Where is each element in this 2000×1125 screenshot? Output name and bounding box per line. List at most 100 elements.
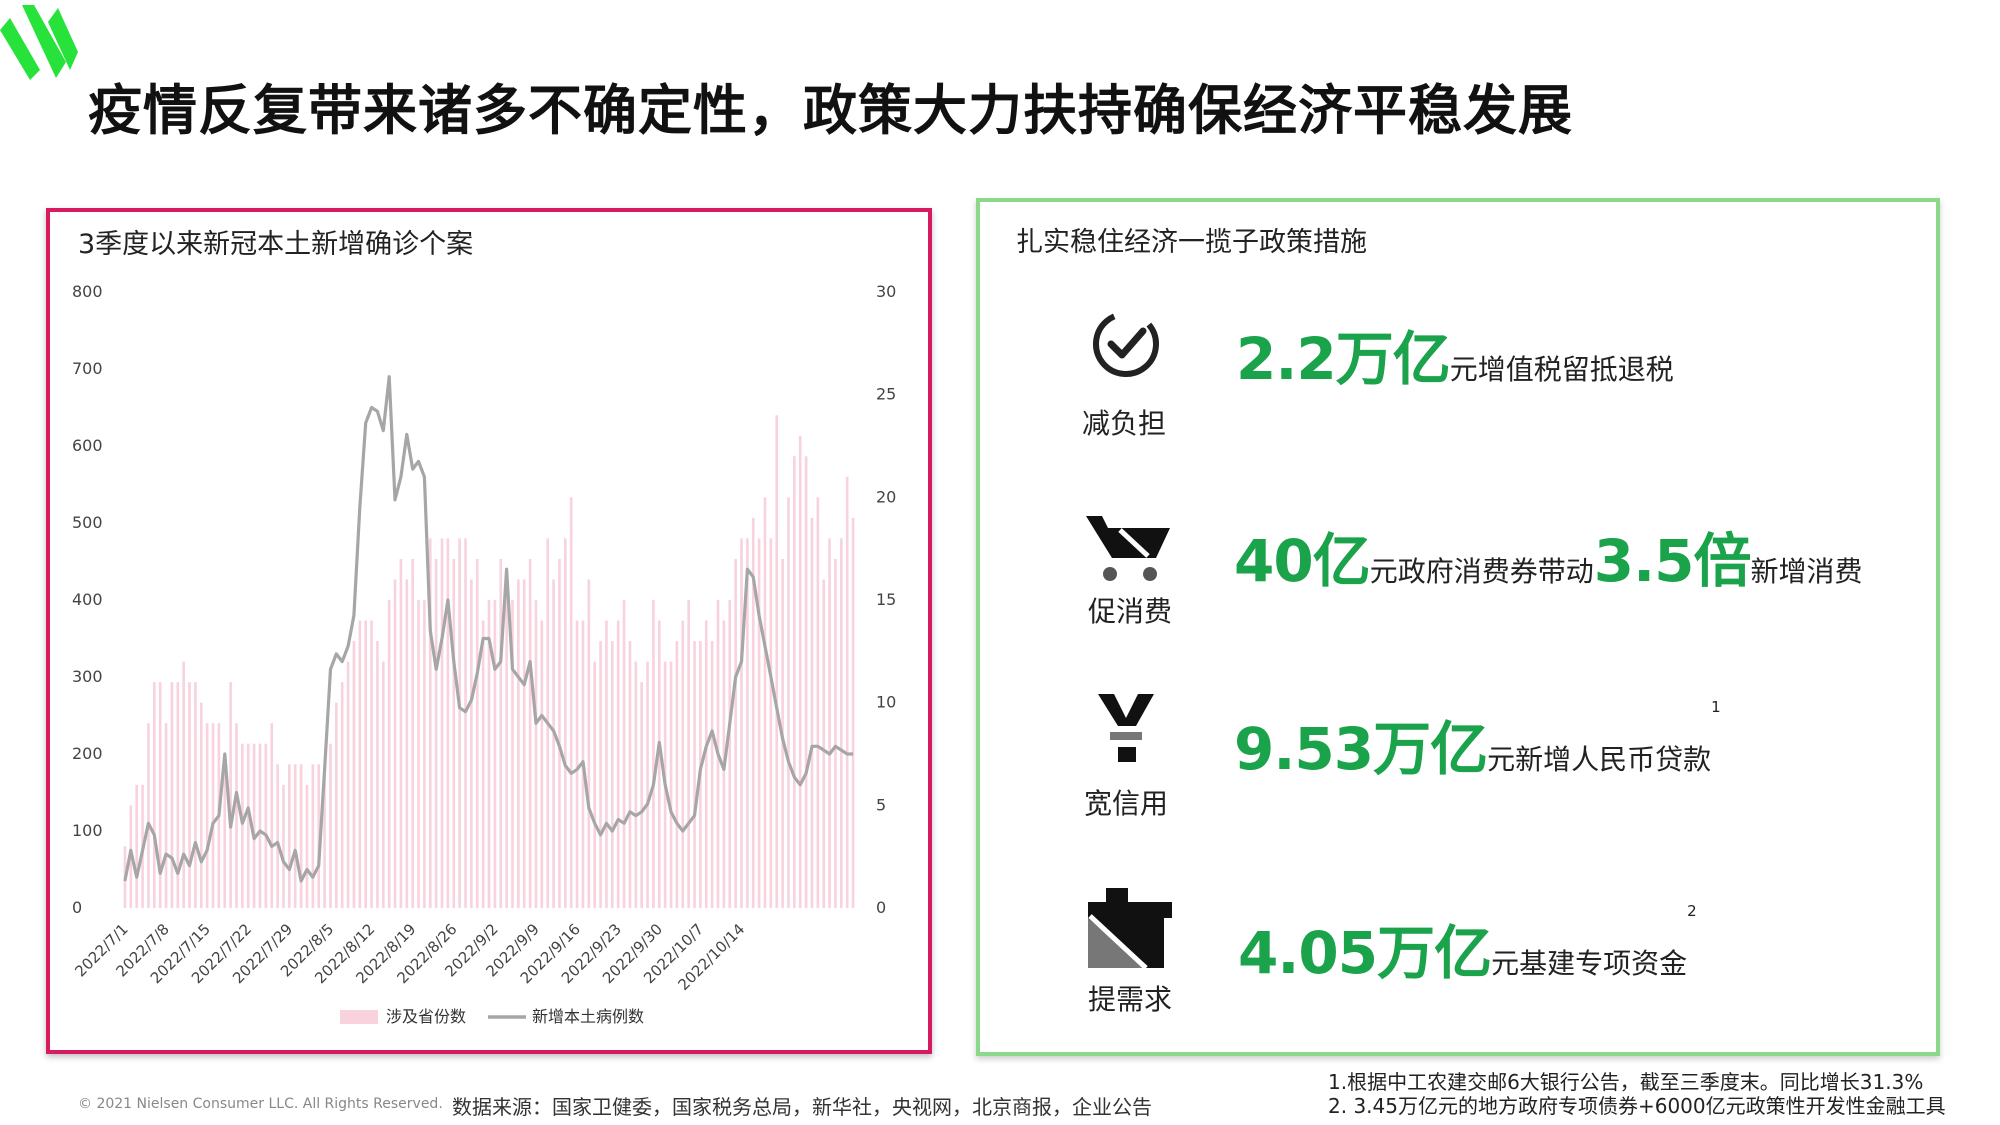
bar [710,641,714,908]
policy-figure: 2.2万亿 [1236,325,1451,393]
bar [622,600,626,908]
bar [276,764,279,908]
bar [675,641,679,908]
policy-title: 扎实稳住经济一揽子政策措施 [1016,227,1367,258]
bar [517,579,520,908]
bar [787,497,790,908]
bar [804,456,808,908]
bar [194,682,197,908]
policy-label-reduce-burden: 减负担 [1081,407,1166,440]
bar [681,620,685,908]
y-left-tick: 100 [72,821,103,840]
bar [493,600,497,908]
policy-desc-2: 新增消费 [1750,555,1863,588]
bar [575,620,579,908]
policy-figure: 9.53万亿 [1234,715,1488,783]
bar [370,620,373,908]
bar [822,579,826,908]
policy-desc: 元政府消费券带动 [1369,555,1594,588]
policy-desc: 元新增人民币贷款 [1487,743,1712,776]
bar [288,764,291,908]
policy-text-demand: 4.05万亿元基建专项资金 2 [1238,902,1697,990]
bar [329,743,332,908]
policy-text-reduce-burden: 2.2万亿元增值税留抵退税 [1236,312,1674,396]
bar [511,600,514,908]
y-left-tick: 200 [72,744,103,763]
bar [734,558,737,908]
bar [587,579,591,908]
bar [434,558,438,908]
bar [299,764,303,908]
bar [652,600,655,908]
policy-label-demand: 提需求 [1087,983,1172,1016]
line-series [123,375,854,883]
bar [176,682,180,908]
bar [135,784,139,908]
policy-desc: 元基建专项资金 [1491,947,1688,980]
bar [558,558,561,908]
bar [411,558,414,908]
policy-text-credit: 9.53万亿元新增人民币贷款 1 [1234,698,1721,786]
y-right-tick: 5 [876,795,886,814]
bar [164,723,168,908]
y-right-tick: 15 [876,590,896,609]
bar [205,723,209,908]
footnote-2: 2. 3.45万亿元的地方政府专项债券+6000亿元政策性开发性金融工具 [1328,1094,1946,1118]
bar [728,600,732,908]
bar [834,558,837,908]
bar [446,538,450,908]
bar [246,743,250,908]
bar [793,456,796,908]
shopping-cart-icon [1086,516,1170,581]
copyright: © 2021 Nielsen Consumer LLC. All Rights … [78,1096,443,1112]
bar [599,641,602,908]
bar [687,600,690,908]
y-right-tick: 30 [876,282,896,301]
bar [552,579,555,908]
y-left-tick: 500 [72,513,103,532]
bar [564,538,567,908]
bar [769,538,773,908]
data-source: 数据来源：国家卫健委，国家税务总局，新华社，央视网，北京商报，企业公告 [452,1095,1152,1119]
yuan-icon [1098,694,1154,762]
bar [851,517,855,908]
bar [640,682,643,908]
bar [393,579,397,908]
bar [740,538,743,908]
bar [335,702,338,908]
bar [610,641,614,908]
bar [763,497,767,908]
y-right-tick: 20 [876,487,896,506]
bar [428,538,432,908]
covid-chart-panel: 3季度以来新冠本土新增确诊个案 0 100 200 300 400 500 600 700 80… [46,208,932,1054]
y-left-tick: 400 [72,590,103,609]
bar [845,476,849,908]
bar [241,743,244,908]
bar [816,497,820,908]
covid-chart: 0100200300400500600700800051015202530202… [71,282,896,1026]
y-left-tick: 600 [72,436,103,455]
bar [470,579,473,908]
bar [464,538,467,908]
bar [387,600,391,908]
bar [223,764,227,908]
bar [252,743,256,908]
bar [364,620,368,908]
y-left-tick: 700 [72,359,103,378]
bar [147,723,150,908]
bar [628,641,632,908]
bar [634,661,638,908]
bar [669,661,673,908]
bar [346,661,350,908]
y-right-tick: 25 [876,385,896,404]
policy-figure: 4.05万亿 [1238,919,1492,987]
bar [317,764,321,908]
bar [405,579,409,908]
bar [152,682,156,908]
footnote-marker: 1 [1711,698,1721,716]
legend-bar-swatch [340,1010,378,1024]
bar [646,661,649,908]
bar [798,435,802,908]
bar [235,723,238,908]
bar [199,702,203,908]
